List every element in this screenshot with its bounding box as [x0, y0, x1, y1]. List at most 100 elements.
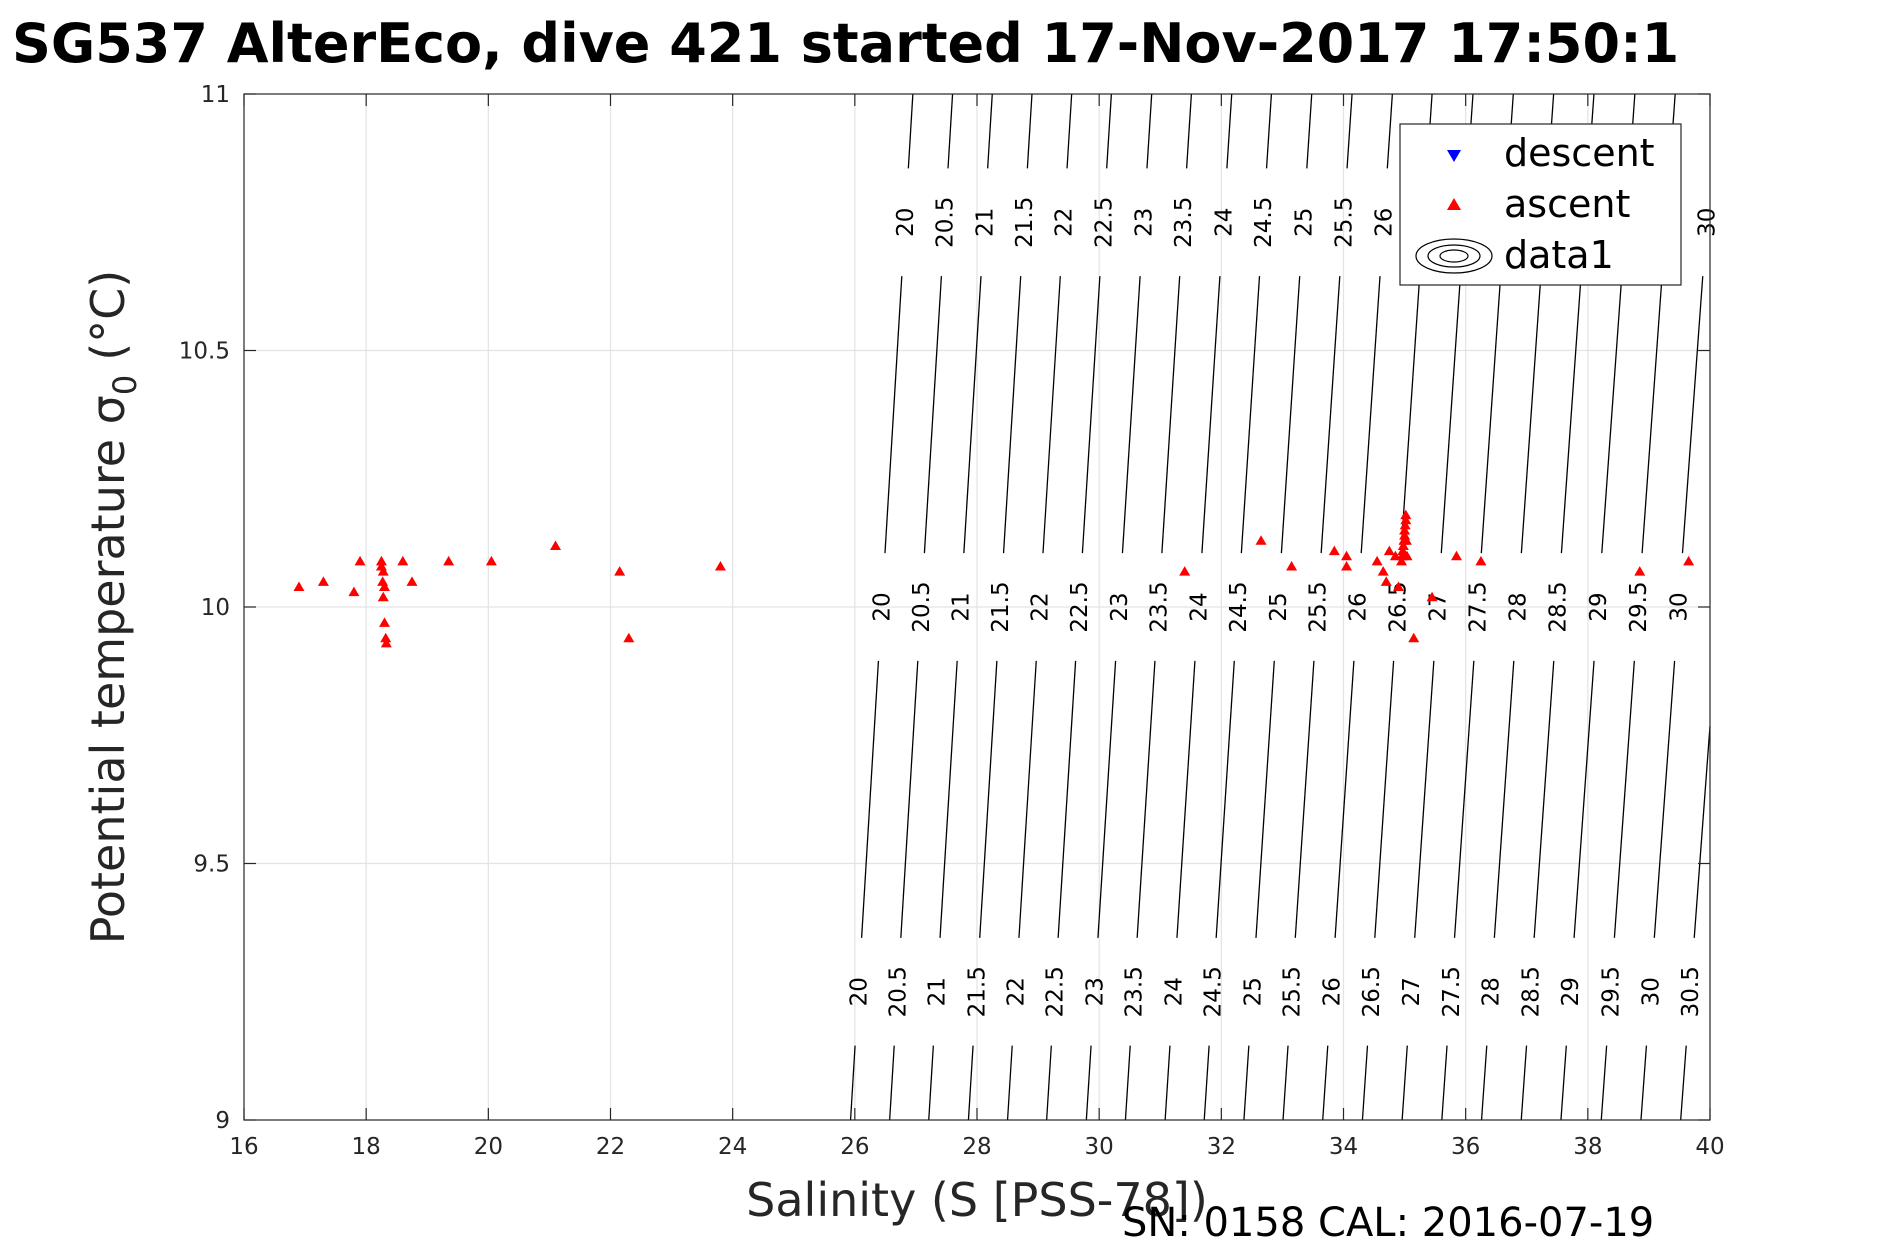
contour-label: 22 — [1052, 208, 1078, 237]
ascent-point — [1451, 550, 1463, 561]
ascent-point — [485, 555, 497, 566]
ascent-series — [293, 509, 1695, 648]
contour-line-segment — [1006, 1045, 1013, 1121]
ascent-point — [1286, 560, 1298, 571]
contour-line-segment — [1226, 93, 1233, 169]
ascent-point — [623, 632, 635, 643]
contour-label: 24.5 — [1226, 581, 1252, 632]
ascent-point — [348, 586, 360, 597]
contour-line-segment — [1640, 1045, 1648, 1121]
x-axis-label: Salinity (S [PSS-78]) — [746, 1173, 1208, 1227]
contour-line-segment — [979, 660, 998, 938]
ascent-point — [1400, 509, 1412, 520]
contour-line-segment — [1294, 660, 1315, 938]
contour-line-segment — [1002, 276, 1022, 554]
contour-label: 20 — [870, 592, 896, 621]
contour-line-segment — [987, 93, 993, 169]
contour-line-segment — [1240, 276, 1261, 554]
contour-label: 27.5 — [1439, 966, 1465, 1017]
contour-line-segment — [1480, 276, 1502, 554]
contour-label: 20.5 — [909, 581, 935, 632]
chart-title: SG537 AlterEco, dive 421 started 17-Nov-… — [12, 12, 1679, 75]
contour-label: 25 — [1266, 592, 1292, 621]
contour-line-segment — [860, 660, 880, 938]
contour-line-segment — [923, 276, 943, 554]
contour-label: 23.5 — [1122, 966, 1148, 1017]
contour-line-segment — [1400, 276, 1421, 554]
contour-label: 20 — [893, 208, 919, 237]
ascent-point — [1399, 519, 1411, 530]
x-tick-label: 34 — [1329, 1134, 1358, 1160]
contour-line-segment — [1693, 725, 1711, 938]
contour-line-segment — [1374, 660, 1395, 938]
contour-line-segment — [900, 660, 919, 938]
ascent-point — [1341, 550, 1353, 561]
ascent-point — [443, 555, 455, 566]
contour-line-segment — [1215, 660, 1235, 938]
contour-line-segment — [1361, 1045, 1369, 1121]
contour-line-segment — [1322, 1045, 1329, 1121]
contour-line-segment — [1480, 1045, 1488, 1121]
contour-label: 24 — [1186, 592, 1212, 621]
legend-data1-label: data1 — [1504, 233, 1614, 277]
ascent-point — [1377, 566, 1389, 576]
contour-line-segment — [1306, 93, 1313, 169]
contour-line-segment — [1203, 1045, 1210, 1121]
x-tick-label: 26 — [840, 1134, 869, 1160]
ascent-point — [1179, 566, 1191, 576]
x-axis-ticks: 16 18 20 22 24 26 28 30 32 34 36 38 40 — [229, 94, 1725, 1160]
contour-label: 28 — [1479, 977, 1505, 1006]
contour-line-segment — [889, 1045, 895, 1121]
y-tick-label: 11 — [201, 82, 230, 108]
contour-label: 24 — [1161, 977, 1187, 1006]
contour-label: 23 — [1083, 977, 1109, 1006]
contour-line-segment — [884, 276, 903, 554]
contour-line-segment — [1680, 1045, 1687, 1121]
contour-label: 24 — [1211, 208, 1237, 237]
ascent-point — [1328, 545, 1340, 556]
contour-label: 29.5 — [1599, 966, 1625, 1017]
ascent-point — [380, 632, 392, 643]
contour-label: 28.5 — [1518, 966, 1544, 1017]
ascent-point — [1408, 632, 1420, 643]
contour-line-segment — [1018, 660, 1037, 938]
contour-label: 23 — [1132, 208, 1158, 237]
legend-descent-label: descent — [1504, 131, 1655, 175]
ascent-point — [1400, 535, 1412, 545]
ascent-point — [377, 566, 389, 576]
contour-line-segment — [1255, 660, 1275, 938]
contour-line-segment — [1386, 93, 1394, 169]
contour-line-segment — [1560, 276, 1582, 554]
legend[interactable]: descent ascent data1 — [1399, 123, 1682, 286]
x-tick-label: 20 — [474, 1134, 503, 1160]
x-tick-label: 40 — [1695, 1134, 1724, 1160]
ascent-point — [378, 581, 390, 591]
contour-label: 29 — [1558, 977, 1584, 1006]
ascent-point — [354, 555, 366, 566]
contour-line-segment — [1280, 276, 1301, 554]
contour-line-segment — [1066, 93, 1073, 169]
ascent-point — [614, 566, 626, 576]
ascent-point — [397, 555, 409, 566]
y-tick-label: 9.5 — [193, 852, 230, 878]
ascent-point — [1475, 555, 1487, 566]
contour-label: 26.5 — [1359, 966, 1385, 1017]
contour-line-segment — [947, 93, 954, 169]
y-tick-label: 10 — [201, 595, 230, 621]
contour-line-segment — [967, 1045, 974, 1121]
y-axis-ticks: 9 9.5 10 10.5 11 — [179, 82, 1710, 1134]
x-tick-label: 30 — [1085, 1134, 1114, 1160]
contour-label: 28 — [1506, 592, 1532, 621]
contour-line-segment — [1346, 93, 1353, 169]
contour-line-segment — [1560, 1045, 1567, 1121]
contour-line-segment — [849, 1045, 856, 1121]
contour-line-segment — [1164, 1045, 1171, 1121]
contour-line-segment — [1613, 660, 1635, 938]
y-axis-label-main: Potential temperature σ — [81, 395, 135, 944]
contour-line-segment — [939, 660, 958, 938]
contour-line-segment — [1081, 276, 1101, 554]
x-tick-label: 36 — [1451, 1134, 1480, 1160]
contour-label: 21.5 — [964, 966, 990, 1017]
contour-label: 23.5 — [1146, 581, 1172, 632]
